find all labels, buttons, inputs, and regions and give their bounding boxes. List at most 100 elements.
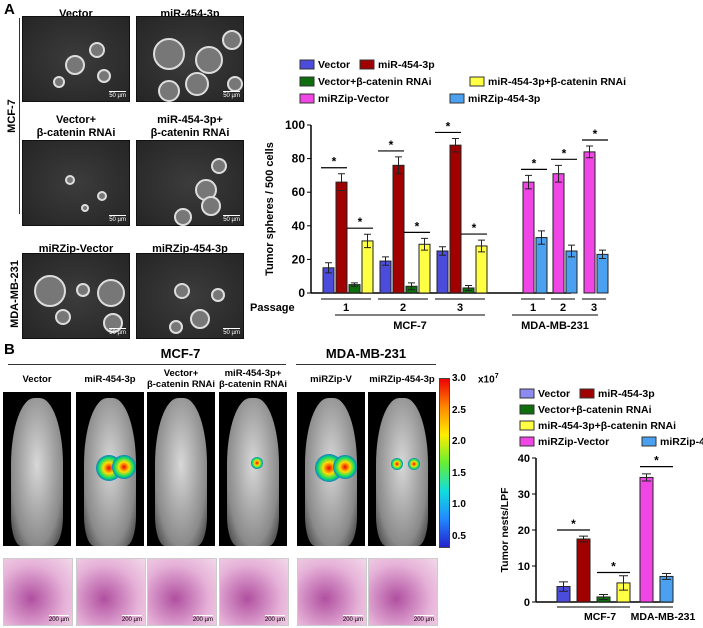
significance-star: * (654, 454, 659, 468)
legend-swatch (641, 436, 657, 447)
bar (522, 181, 535, 294)
error-bar (325, 262, 332, 274)
tumor-sphere (97, 69, 112, 84)
luminescence-signal (251, 456, 264, 469)
legend-label: Vector+β-catenin RNAi (318, 76, 432, 88)
legend-swatch (579, 388, 595, 399)
y-tick-label: 100 (285, 118, 305, 132)
bar (535, 237, 548, 294)
scale-bar: 200 µm (121, 617, 142, 623)
legend-swatch (519, 436, 535, 447)
mouse-bioluminescence-image (368, 392, 436, 546)
error-bar (662, 573, 671, 580)
error-bar (452, 137, 459, 153)
y-tick-label: 20 (518, 525, 530, 537)
significance-star: * (415, 219, 420, 233)
y-tick-label: 40 (292, 219, 306, 233)
passage-label: 3 (457, 302, 463, 314)
group-label-mda: MDA-MB-231 (325, 346, 407, 361)
scale-bar: 200 µm (48, 617, 69, 623)
tumor-sphere (97, 191, 108, 202)
error-bar (525, 174, 532, 190)
error-bar (579, 535, 588, 543)
mouse-title: miRZip-454-3p (369, 374, 435, 385)
error-bar (599, 593, 608, 600)
group-label-mcf7: MCF-7 (160, 346, 201, 361)
panel-a-label: A (4, 1, 15, 18)
passage-label: 3 (591, 302, 597, 314)
scale-bar: 50 µm (223, 330, 240, 336)
lung-histology-image: 200 µm (219, 558, 289, 626)
error-bar (599, 249, 606, 260)
legend-label: miR-454-3p+β-catenin RNAi (538, 420, 676, 432)
micrograph-image: 50 µm (136, 140, 244, 227)
legend-label: Vector+β-catenin RNAi (538, 404, 652, 416)
tumor-sphere (65, 54, 86, 75)
colorbar-unit-base: x10 (478, 374, 495, 386)
error-bar (642, 473, 651, 482)
legend-label: miR-454-3p (598, 388, 655, 400)
error-bar (465, 284, 472, 291)
lung-histology-image: 200 µm (368, 558, 438, 626)
error-bar (338, 173, 345, 192)
mouse-body (227, 398, 279, 546)
tumor-spheres-chart: Vector miR-454-3p Vector+β-catenin RNAi miR… (250, 59, 626, 332)
bar (335, 181, 348, 294)
significance-star: * (332, 155, 337, 169)
tumor-sphere (76, 283, 90, 298)
scale-bar: 50 µm (109, 93, 126, 99)
tumor-sphere (33, 275, 66, 307)
cell-label-mcf7: MCF-7 (393, 320, 427, 332)
tumor-sphere (168, 319, 183, 334)
tumor-sphere (211, 287, 226, 302)
tumor-sphere (152, 38, 185, 70)
legend-label: miR-454-3p+β-catenin RNAi (488, 76, 626, 88)
tumor-sphere (200, 195, 221, 216)
y-axis-title: Tumor nests/LPF (499, 487, 511, 573)
tumor-sphere (195, 46, 224, 75)
tumor-sphere (174, 283, 191, 300)
mouse-body (155, 398, 207, 546)
x-axis-title: Passage (250, 302, 295, 314)
micrograph-image: 50 µm (22, 140, 130, 226)
tumor-sphere (88, 42, 105, 59)
y-axis-title: Tumor spheres / 500 cells (264, 142, 276, 276)
significance-star: * (593, 127, 598, 141)
significance-star: * (562, 146, 567, 160)
passage-label: 2 (560, 302, 566, 314)
mouse-bioluminescence-image (76, 392, 144, 546)
error-bar (439, 246, 446, 256)
colorbar-tick: 1.5 (452, 467, 466, 479)
colorbar-tick: 1.0 (452, 499, 466, 510)
legend-swatch (519, 388, 535, 399)
legend-swatch (449, 93, 465, 104)
tumor-sphere (81, 204, 90, 212)
bar (379, 260, 392, 294)
error-bar (559, 581, 568, 592)
legend-label: miRZip-454-3p (468, 93, 540, 105)
tumor-sphere (227, 75, 244, 92)
luminescence-signal (112, 455, 137, 480)
scale-bar: 200 µm (192, 617, 213, 623)
legend-label: miRZip-454-3p (660, 436, 703, 448)
error-bar (538, 230, 545, 245)
error-bar (364, 233, 371, 249)
significance-star: * (571, 517, 576, 531)
panel-b-label: B (4, 341, 15, 358)
legend-label: miRZip-Vector (538, 436, 609, 448)
mda-line (296, 364, 436, 365)
y-tick-label: 80 (292, 152, 306, 166)
bar (659, 575, 674, 603)
bar (418, 243, 431, 294)
error-bar (382, 256, 389, 266)
significance-star: * (611, 559, 616, 573)
passage-label: 2 (400, 302, 406, 314)
mouse-bioluminescence-image (3, 392, 71, 546)
bar (475, 245, 488, 294)
legend-swatch (299, 59, 315, 70)
error-bar (555, 164, 562, 183)
bar (361, 240, 374, 294)
mouse-body (11, 398, 63, 546)
mouse-title: miRZip-V (310, 374, 352, 385)
